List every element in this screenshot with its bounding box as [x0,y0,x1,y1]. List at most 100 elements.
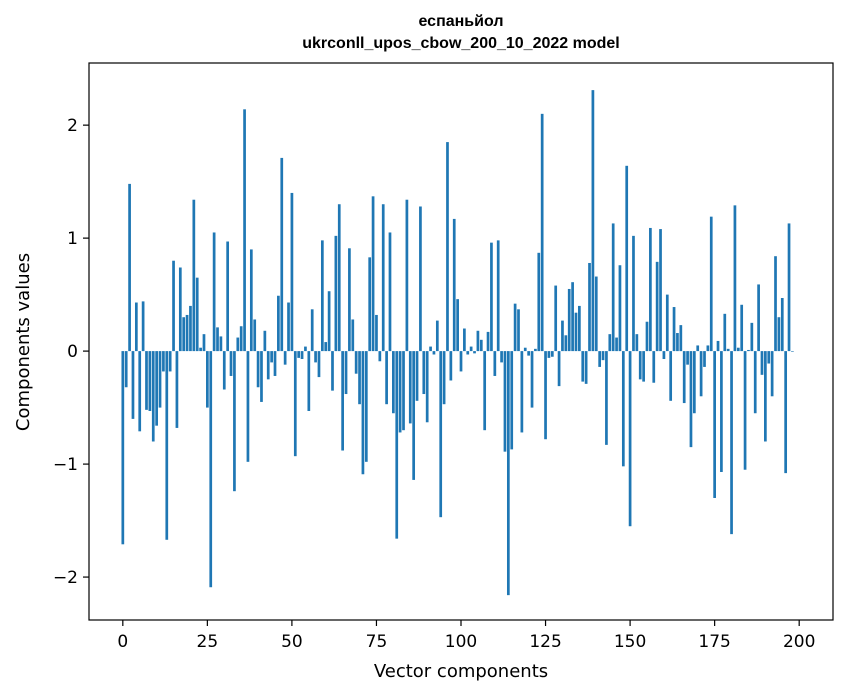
bar [148,351,152,411]
bar [236,337,240,352]
bar [449,351,453,381]
bar [168,351,172,372]
bar [679,325,683,352]
bar [770,351,774,397]
bar [774,256,777,352]
bar-series [121,90,794,596]
bar [185,314,189,352]
bar [696,345,700,352]
bar [571,282,574,352]
y-tick-label: −2 [53,568,78,588]
x-tick-label: 150 [614,632,646,652]
bar [253,319,257,352]
bar [348,248,351,352]
bar [500,351,503,363]
bar [557,351,561,387]
bar [561,320,564,352]
bar [709,216,713,352]
y-tick-label: −1 [53,455,78,475]
bar [317,351,321,378]
bar [578,305,581,352]
bar [121,351,125,545]
bar [304,346,307,352]
x-tick-label: 0 [117,632,128,652]
bar [605,351,608,445]
bar [547,351,551,358]
bar [233,351,236,492]
bar [510,351,514,450]
bar [439,351,443,518]
bar [364,351,368,462]
bar [777,317,781,352]
bar [209,351,213,588]
bar [226,241,230,352]
bar [638,351,642,380]
bar [584,351,588,384]
bar [249,249,253,352]
bar [354,351,358,374]
bar [486,331,490,352]
y-tick-label: 0 [67,342,78,362]
bar [503,351,507,452]
bar [138,351,142,432]
bar [358,351,361,405]
bar [784,351,788,474]
bar [334,235,338,352]
bar [172,260,175,352]
bar [618,265,622,352]
bar [483,351,487,431]
bar [442,351,446,405]
bar [598,351,602,367]
bar [300,351,304,360]
bar [699,351,703,397]
bar [290,192,294,352]
bar [212,232,216,352]
bar [635,334,639,352]
bar [270,351,273,363]
bar [371,196,375,352]
bar [331,351,334,391]
bar [145,351,148,410]
x-tick-label: 50 [281,632,303,652]
bar [402,351,405,431]
bar [692,351,696,414]
bar [703,351,706,367]
bar [469,346,473,352]
bar [676,333,679,352]
bar [141,301,145,352]
bar [162,351,165,372]
bar [767,351,771,364]
bar [632,235,635,352]
bar [736,347,740,352]
chart-subtitle: ukrconll_upos_cbow_200_10_2022 model [302,35,620,52]
bar [216,327,219,352]
bar [463,328,466,352]
bar [706,345,710,352]
y-tick-label: 1 [67,229,78,249]
bar [277,295,280,352]
bar [134,302,138,352]
y-axis-label: Components values [13,253,34,431]
bar [726,348,730,352]
bar [517,309,520,352]
bar [375,314,378,352]
bar [327,291,331,352]
bar [337,204,341,352]
bar [219,336,223,352]
bar [723,313,727,352]
bar [256,351,260,388]
bar [490,242,493,352]
bar [435,320,439,352]
bar [787,223,791,352]
bar [743,351,747,470]
bar [649,227,652,352]
bar [720,351,723,472]
bar [554,285,558,352]
bar [222,351,226,390]
bar [645,321,649,352]
bar [780,298,784,352]
bar [594,276,598,352]
x-tick-label: 175 [698,632,730,652]
bar [665,294,669,352]
x-tick-label: 25 [197,632,219,652]
